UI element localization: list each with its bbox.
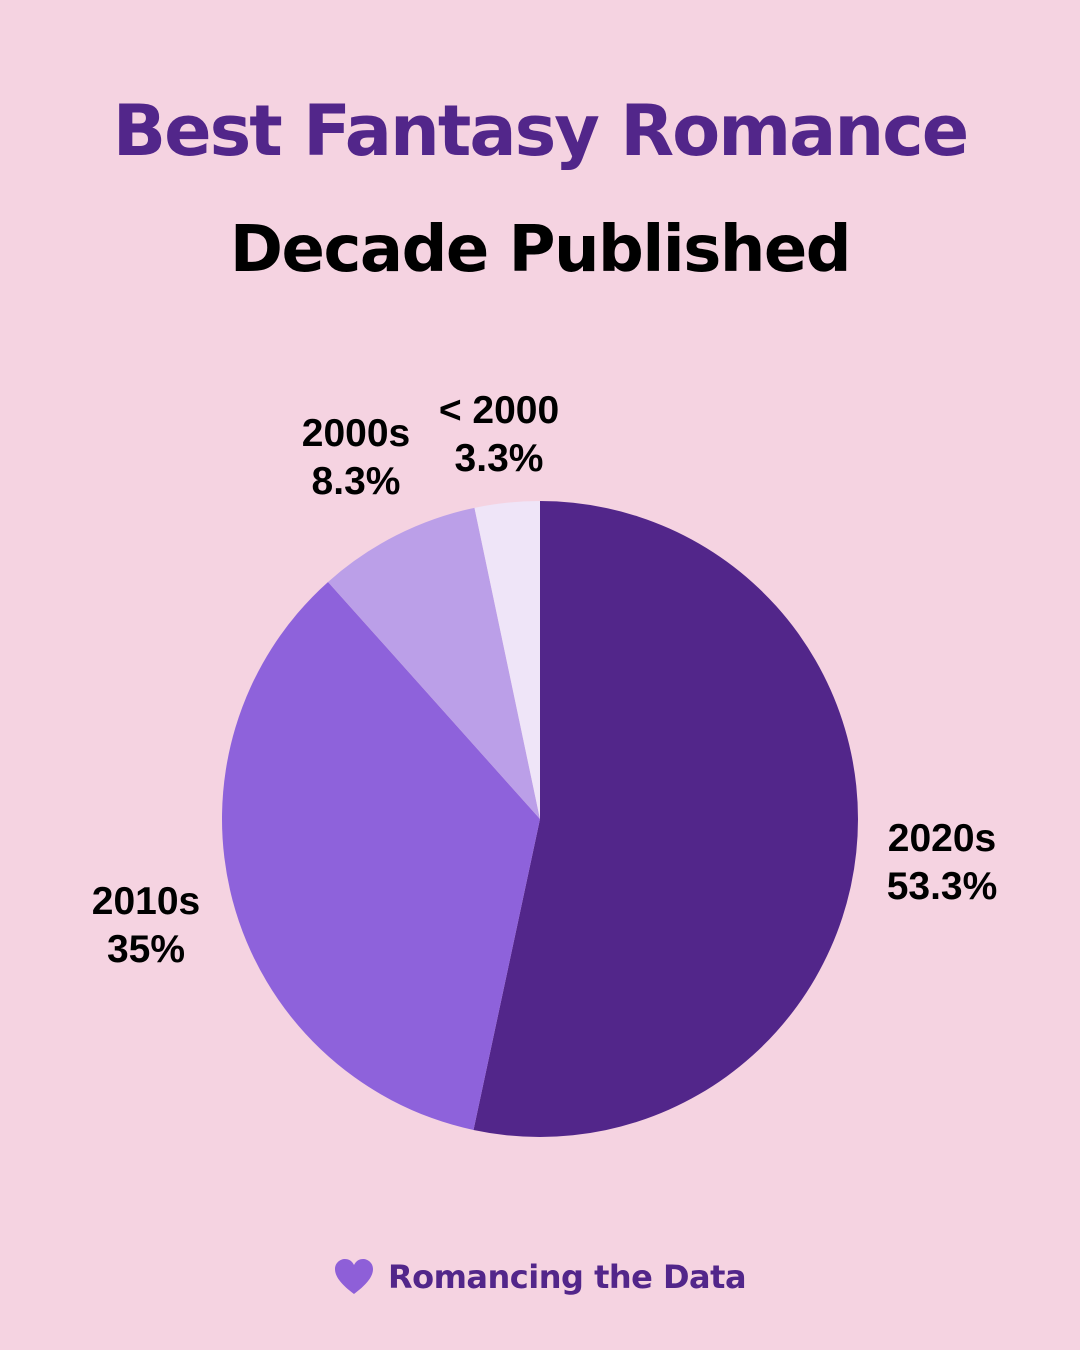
- slice-label-value: 8.3%: [311, 460, 401, 503]
- pie-slice-2000: [474, 501, 540, 819]
- slice-label-name: 2020s: [887, 817, 997, 860]
- chart-subtitle: Decade Published: [229, 213, 852, 287]
- slice-label-before-2000: < 2000 3.3%: [399, 387, 599, 483]
- slice-label-value: 53.3%: [886, 865, 998, 908]
- brand-name: Romancing the Data: [387, 1258, 747, 1296]
- chart-title: Best Fantasy Romance: [112, 90, 969, 172]
- slice-label-2000s: 2000s 8.3%: [256, 410, 456, 506]
- slice-label-name: < 2000: [438, 389, 560, 432]
- pie-slice-2010s: [221, 581, 541, 1130]
- slice-label-value: 3.3%: [454, 437, 544, 480]
- pie-slice-2020s: [473, 501, 859, 1137]
- slice-label-name: 2010s: [91, 880, 201, 923]
- slice-label-value: 35%: [106, 928, 186, 971]
- pie-slice-2000s: [328, 507, 540, 819]
- slice-label-2020s: 2020s 53.3%: [842, 815, 1042, 911]
- heart-icon: [334, 1259, 373, 1294]
- slice-label-2010s: 2010s 35%: [46, 878, 246, 974]
- slice-label-name: 2000s: [301, 412, 411, 455]
- footer-brand: Romancing the Data: [0, 1258, 1080, 1296]
